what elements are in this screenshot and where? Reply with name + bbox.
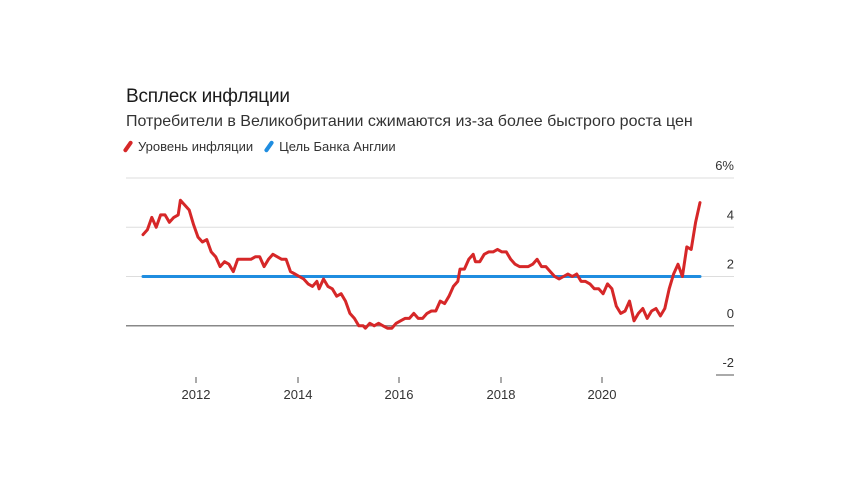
legend-label-target: Цель Банка Англии — [279, 139, 396, 154]
series-layer — [141, 198, 702, 330]
x-tick-label: 2020 — [588, 387, 617, 402]
x-tick-label: 2018 — [487, 387, 516, 402]
series-line-inflation — [141, 198, 702, 330]
legend-label-inflation: Уровень инфляции — [138, 139, 254, 154]
y-tick-label: 2 — [727, 257, 734, 272]
y-tick-label: 4 — [727, 207, 734, 222]
x-tick-label: 2014 — [284, 387, 313, 402]
y-tick-label: -2 — [722, 355, 734, 370]
y-tick-label: 0 — [727, 306, 734, 321]
legend-item-target: Цель Банка Англии — [263, 139, 396, 154]
y-tick-labels: 6% 4 2 0 -2 — [715, 158, 734, 370]
x-tick-label: 2012 — [182, 387, 211, 402]
chart-subtitle: Потребители в Великобритании сжимаются и… — [126, 113, 693, 130]
chart-legend: Уровень инфляции Цель Банка Англии — [122, 139, 410, 154]
chart-title: Всплеск инфляции — [126, 86, 290, 107]
y-tick-label: 6% — [715, 158, 734, 173]
legend-item-inflation: Уровень инфляции — [122, 139, 254, 154]
x-tick-labels: 2012 2014 2016 2018 2020 — [182, 377, 617, 402]
x-tick-label: 2016 — [385, 387, 414, 402]
